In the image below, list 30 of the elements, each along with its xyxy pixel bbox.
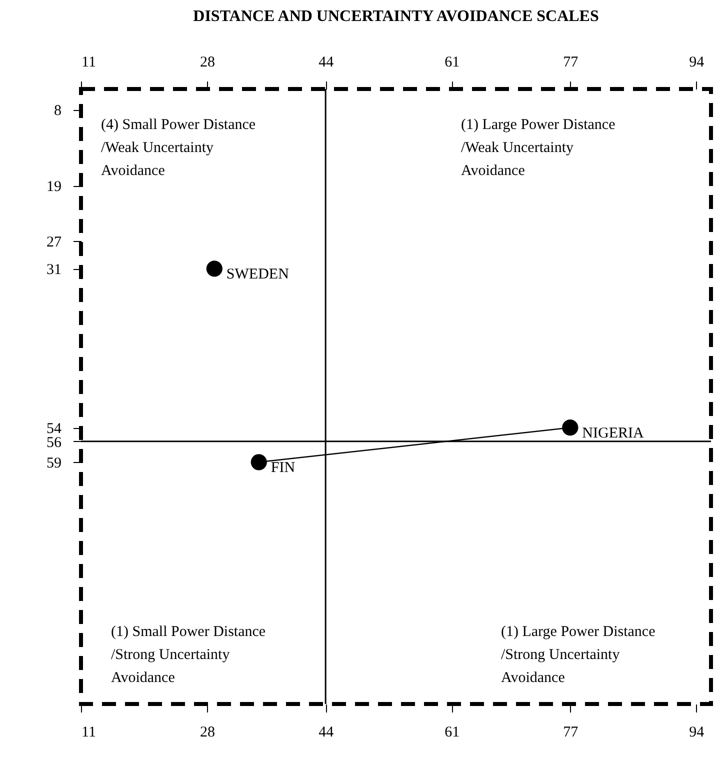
point (562, 420, 578, 436)
annotation: (1) Large Power Distance /Strong Uncertainty Avoidance (501, 624, 656, 686)
point (206, 260, 222, 277)
annotation: NIGERIA (582, 426, 644, 442)
x-tick-label: 77 (563, 54, 579, 70)
chart-title: DISTANCE AND UNCERTAINTY AVOIDANCE SCALES (193, 8, 599, 25)
y-tick-label: 19 (46, 179, 62, 196)
y-tick-label: 27 (46, 234, 62, 251)
annotation: FIN (270, 460, 296, 476)
y-tick-label: 31 (46, 262, 62, 278)
annotation: (1) Large Power Distance /Weak Uncertainty Avoidance (461, 117, 616, 179)
y-tick-label: 8 (54, 103, 62, 120)
x2-tick-label: 11 (82, 724, 96, 740)
x2-tick-label: 94 (689, 724, 705, 740)
x-tick-label: 94 (689, 54, 705, 70)
x2-tick-label: 61 (444, 724, 460, 740)
x2-tick-label: 77 (563, 724, 579, 740)
x2-tick-label: 28 (200, 724, 215, 740)
x-tick-label: 28 (200, 54, 215, 70)
y-tick-label: 59 (46, 456, 62, 472)
x-tick-label: 61 (444, 54, 460, 70)
point (250, 454, 267, 470)
x-tick-label: 11 (82, 54, 96, 70)
y-tick-label: 56 (46, 434, 62, 451)
x2-tick-label: 44 (318, 724, 334, 740)
annotation: (4) Small Power Distance /Weak Uncertainty Avoidance (101, 117, 256, 179)
annotation: (1) Small Power Distance /Strong Uncertainty Avoidance (111, 624, 266, 686)
y-tick-label: 54 (46, 421, 62, 438)
x-tick-label: 44 (318, 54, 334, 70)
annotation: SWEDEN (226, 266, 290, 283)
